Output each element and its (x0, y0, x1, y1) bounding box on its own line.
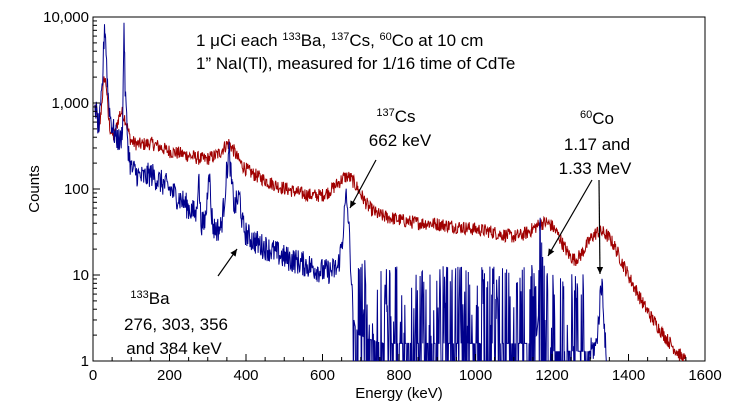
y-tick-label: 1,000 (51, 95, 89, 112)
annotation-title-line-1: 1 μCi each 133Ba, 137Cs, 60Co at 10 cm (196, 31, 483, 50)
x-tick-label: 1600 (688, 367, 721, 384)
x-tick-label: 1000 (459, 367, 492, 384)
annotation-co-isotope: 60Co (580, 109, 614, 128)
x-tick-label: 200 (157, 367, 182, 384)
annotation-ba-isotope: 133Ba (130, 289, 170, 308)
annotation-title-line-2: 1” NaI(Tl), measured for 1/16 time of Cd… (196, 54, 515, 73)
annotation-co-energy-1: 1.17 and (564, 135, 630, 154)
annotation-ba-energy-2: and 384 keV (126, 339, 222, 358)
arrow-co-right-head (596, 266, 604, 274)
annotations-group: 1 μCi each 133Ba, 137Cs, 60Co at 10 cm 1”… (124, 31, 632, 358)
arrow-cs-head (350, 200, 357, 208)
x-axis-label: Energy (keV) (355, 385, 443, 402)
arrow-ba-head (230, 249, 237, 257)
y-tick-label: 100 (64, 181, 89, 198)
annotation-co-energy-2: 1.33 MeV (559, 159, 632, 178)
series-red-spectrum (94, 76, 687, 361)
arrow-cs (349, 159, 377, 209)
arrow-co-left (547, 179, 593, 257)
x-tick-label: 800 (386, 367, 411, 384)
x-tick-label: 1200 (535, 367, 568, 384)
y-axis-label: Counts (26, 165, 43, 213)
axes-group: 1 10 100 1,000 10,000 0 200 400 600 800 1000 1200 14… (43, 9, 722, 384)
annotation-cs-isotope: 137Cs (376, 107, 415, 126)
y-tick-label: 10,000 (43, 9, 89, 26)
arrow-co-left-head (548, 248, 555, 256)
x-tick-label: 400 (233, 367, 258, 384)
x-tick-label: 600 (310, 367, 335, 384)
y-tick-label: 10 (72, 267, 89, 284)
x-tick-label: 0 (89, 367, 97, 384)
annotation-ba-energy-1: 276, 303, 356 (124, 315, 228, 334)
x-tick-label: 1400 (612, 367, 645, 384)
y-tick-label: 1 (81, 353, 89, 370)
arrow-co-right (598, 179, 601, 275)
series-group (94, 22, 687, 361)
annotation-cs-energy: 662 keV (369, 131, 432, 150)
series-blue-spectrum (94, 22, 607, 361)
